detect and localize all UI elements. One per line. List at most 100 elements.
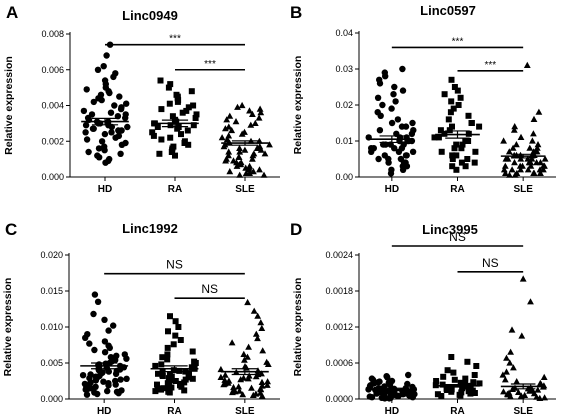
data-point bbox=[238, 101, 246, 109]
data-point bbox=[116, 93, 123, 100]
y-tick-label: 0.03 bbox=[335, 64, 353, 74]
data-point bbox=[221, 371, 229, 378]
data-point bbox=[228, 339, 236, 346]
data-point bbox=[90, 310, 97, 318]
data-point bbox=[390, 91, 397, 98]
data-point bbox=[150, 132, 157, 139]
data-point bbox=[433, 378, 440, 384]
data-point bbox=[237, 376, 245, 383]
data-point bbox=[537, 169, 544, 176]
data-point bbox=[519, 275, 527, 282]
data-point bbox=[112, 134, 119, 141]
data-point bbox=[376, 80, 384, 87]
data-point bbox=[155, 370, 161, 377]
data-point bbox=[540, 166, 547, 173]
data-point bbox=[170, 341, 177, 348]
data-point bbox=[149, 129, 156, 136]
data-point bbox=[503, 368, 510, 375]
y-tick-label: 0.00 bbox=[335, 172, 353, 182]
data-point bbox=[244, 375, 252, 382]
data-point bbox=[368, 394, 376, 401]
data-point bbox=[82, 122, 90, 129]
data-point bbox=[500, 137, 507, 144]
data-point bbox=[385, 159, 392, 166]
y-tick-label: 0.002 bbox=[41, 136, 64, 146]
data-point bbox=[453, 152, 460, 159]
data-point bbox=[443, 387, 450, 393]
data-point bbox=[249, 391, 257, 398]
data-point bbox=[82, 334, 89, 341]
data-point bbox=[458, 145, 465, 152]
data-point bbox=[508, 166, 516, 173]
panel-d: D Linc3995 Relative expression 0.0000 0.0006… bbox=[290, 220, 556, 414]
data-point bbox=[94, 298, 102, 305]
data-point bbox=[534, 141, 542, 148]
data-point bbox=[181, 379, 188, 386]
data-point bbox=[439, 381, 446, 388]
panel-title: Linc0949 bbox=[122, 8, 178, 23]
significance-label: *** bbox=[484, 60, 496, 71]
data-point bbox=[373, 390, 380, 397]
data-point bbox=[218, 134, 226, 141]
data-point bbox=[90, 125, 97, 132]
data-point bbox=[186, 370, 192, 377]
data-point bbox=[399, 87, 407, 94]
data-point bbox=[541, 394, 548, 401]
data-point bbox=[158, 106, 165, 113]
data-point bbox=[507, 393, 514, 400]
data-point bbox=[365, 386, 372, 393]
data-point bbox=[158, 136, 165, 143]
panel-letter: A bbox=[6, 3, 18, 22]
data-point bbox=[223, 116, 231, 123]
data-point bbox=[100, 62, 107, 70]
data-point bbox=[111, 102, 118, 109]
data-point bbox=[464, 156, 471, 162]
y-tick-label: 0.0000 bbox=[325, 394, 353, 404]
data-point bbox=[451, 145, 458, 152]
data-point bbox=[85, 148, 92, 156]
series-ra bbox=[152, 313, 199, 396]
y-tick-label: 0.04 bbox=[335, 28, 353, 38]
data-point bbox=[174, 125, 181, 132]
data-point bbox=[511, 159, 518, 166]
series-ra bbox=[149, 77, 200, 159]
data-point bbox=[368, 148, 375, 155]
data-point bbox=[530, 169, 537, 176]
data-point bbox=[123, 100, 130, 107]
x-tick-label: RA bbox=[167, 406, 181, 414]
data-point bbox=[172, 318, 179, 325]
data-point bbox=[448, 354, 455, 360]
y-tick-label: 0.0024 bbox=[325, 250, 353, 260]
data-point bbox=[185, 104, 192, 111]
data-point bbox=[91, 291, 99, 298]
series-ra bbox=[431, 76, 483, 173]
data-point bbox=[236, 171, 244, 178]
data-point bbox=[388, 119, 396, 127]
data-point bbox=[465, 138, 472, 144]
data-point bbox=[376, 127, 384, 134]
data-point bbox=[167, 134, 174, 141]
data-point bbox=[164, 351, 171, 358]
data-point bbox=[244, 298, 251, 306]
data-point bbox=[152, 362, 159, 369]
y-tick-label: 0.005 bbox=[40, 358, 63, 368]
y-tick-label: 0.02 bbox=[335, 100, 353, 110]
y-tick-label: 0.015 bbox=[40, 286, 63, 296]
data-point bbox=[157, 77, 164, 84]
data-point bbox=[220, 143, 228, 150]
data-point bbox=[517, 133, 525, 140]
data-point bbox=[166, 389, 173, 396]
data-point bbox=[526, 387, 533, 394]
data-point bbox=[454, 87, 461, 94]
data-point bbox=[256, 105, 264, 112]
data-point bbox=[449, 152, 456, 159]
data-point bbox=[459, 385, 466, 392]
data-point bbox=[251, 119, 259, 126]
data-point bbox=[530, 390, 538, 397]
data-point bbox=[467, 390, 474, 397]
data-point bbox=[165, 328, 171, 335]
data-point bbox=[94, 390, 101, 398]
data-point bbox=[258, 324, 266, 331]
data-point bbox=[176, 367, 183, 374]
series-hd bbox=[365, 371, 418, 402]
